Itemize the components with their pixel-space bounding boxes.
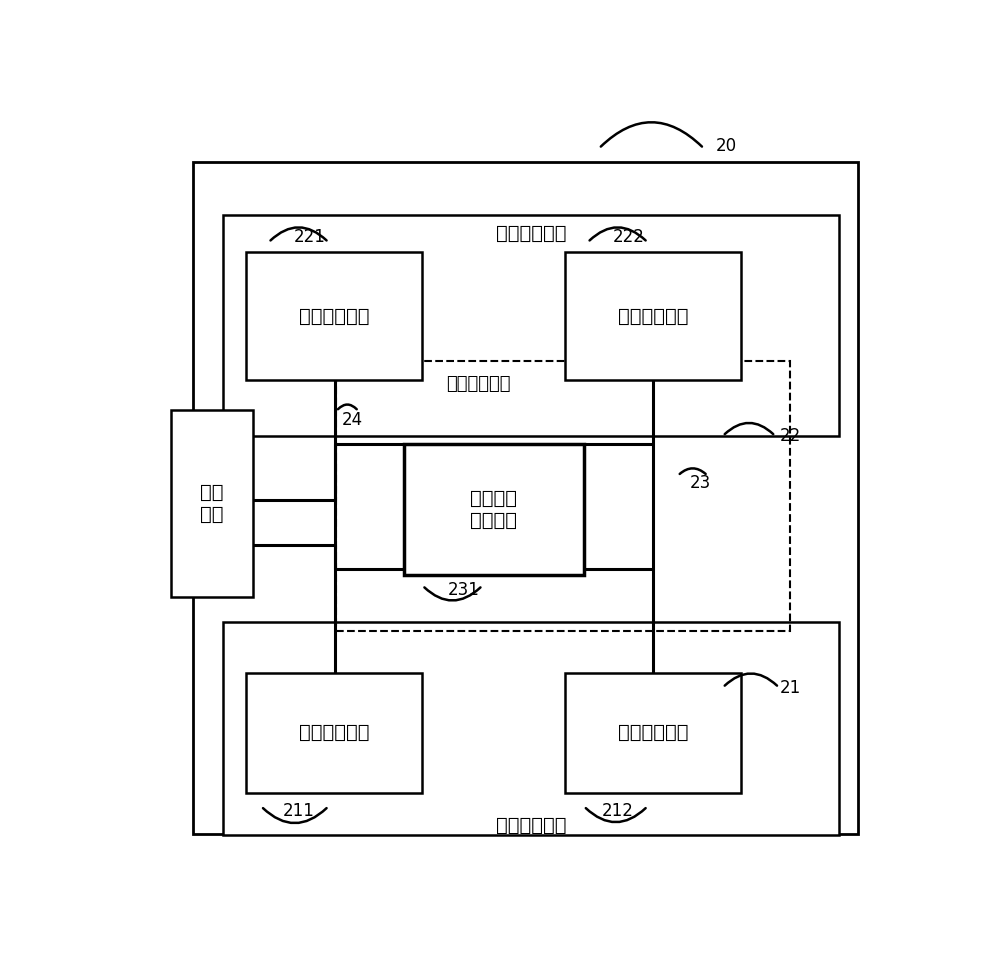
Text: 第一发送电路: 第一发送电路: [299, 723, 369, 742]
Bar: [404, 444, 584, 575]
Bar: [565, 673, 741, 793]
Text: 22: 22: [780, 427, 801, 445]
Bar: [246, 673, 422, 793]
Text: 21: 21: [780, 679, 801, 696]
Text: 221: 221: [294, 228, 326, 246]
Text: 第二收发电路: 第二收发电路: [496, 224, 567, 243]
Text: 第一接收电路: 第一接收电路: [618, 723, 689, 742]
Bar: [193, 162, 858, 834]
Text: 24: 24: [342, 410, 363, 429]
Text: 第二发送电路: 第二发送电路: [299, 306, 369, 326]
Bar: [171, 410, 253, 598]
Text: 第二接收电路: 第二接收电路: [618, 306, 689, 326]
Text: 第一收发电路: 第一收发电路: [496, 816, 567, 836]
Text: 212: 212: [602, 802, 634, 820]
Text: 控制
电路: 控制 电路: [200, 484, 224, 525]
Text: 20: 20: [716, 136, 737, 154]
Bar: [336, 361, 790, 631]
Bar: [246, 253, 422, 380]
Text: 目标信号
调整模块: 目标信号 调整模块: [470, 488, 517, 529]
Bar: [223, 214, 839, 436]
Text: 231: 231: [448, 581, 480, 599]
Bar: [223, 621, 839, 836]
Text: 干扰处理电路: 干扰处理电路: [446, 374, 511, 393]
Bar: [565, 253, 741, 380]
Text: 222: 222: [613, 228, 645, 246]
Text: 211: 211: [283, 802, 314, 820]
Text: 23: 23: [690, 475, 711, 492]
